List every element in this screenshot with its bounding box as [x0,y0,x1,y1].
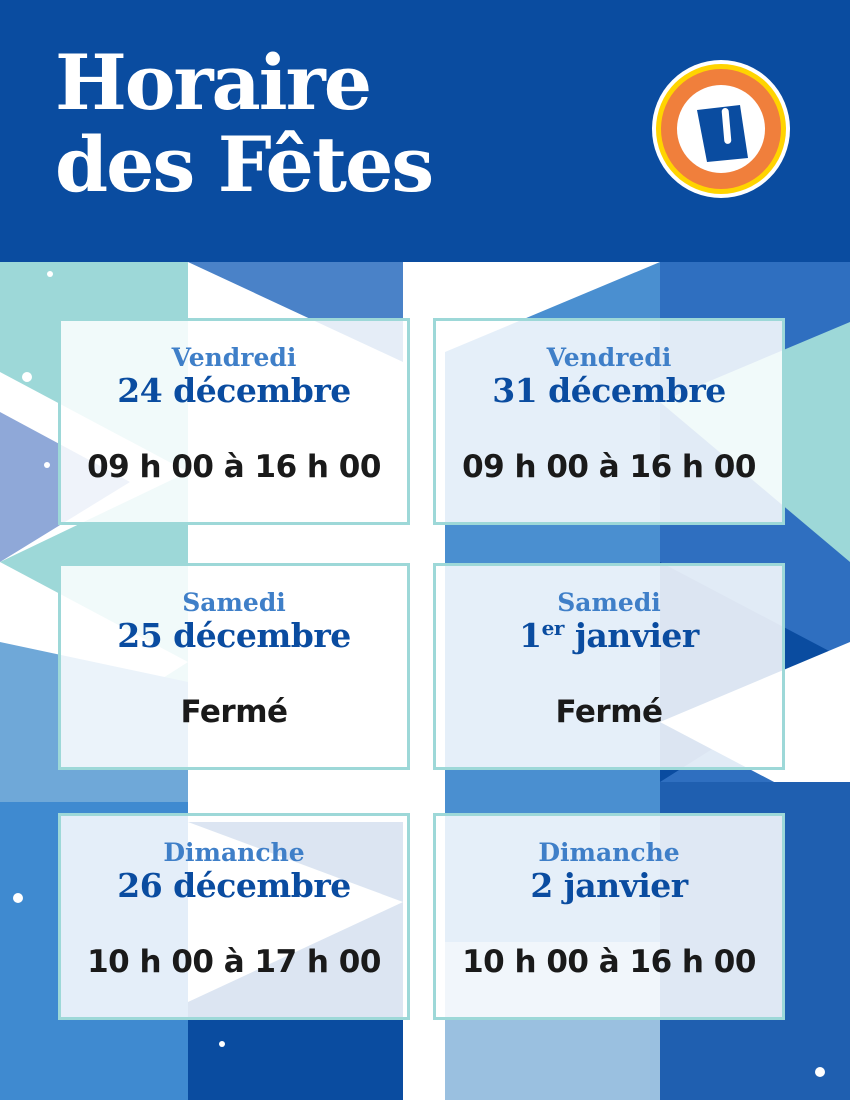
day-label: Vendredi [546,343,672,372]
title-line-2: des Fêtes [55,120,434,209]
hours-label: 09 h 00 à 16 h 00 [87,449,381,485]
date-label: 31 décembre [492,371,726,410]
date-month: janvier [563,616,699,655]
schedule-card-dec-31: Vendredi 31 décembre 09 h 00 à 16 h 00 [433,318,785,525]
day-label: Samedi [557,588,661,617]
date-label: 24 décembre [117,371,351,410]
date-label: 1er janvier [436,618,782,654]
day-label: Samedi [182,588,286,617]
schedule-card-dec-25: Samedi 25 décembre Fermé [58,563,410,770]
hours-label: 10 h 00 à 16 h 00 [462,944,756,980]
hours-label: Fermé [555,694,663,730]
date-label: 25 décembre [117,616,351,655]
header-banner: Horaire des Fêtes [0,0,850,262]
hours-label: 09 h 00 à 16 h 00 [462,449,756,485]
date-number: 1 [519,616,542,655]
schedule-card-dec-24: Vendredi 24 décembre 09 h 00 à 16 h 00 [58,318,410,525]
schedule-card-jan-1: Samedi 1er janvier Fermé [433,563,785,770]
schedule-card-dec-26: Dimanche 26 décembre 10 h 00 à 17 h 00 [58,813,410,1020]
title-line-1: Horaire [55,38,372,127]
date-label: 26 décembre [117,866,351,905]
day-label: Dimanche [538,838,680,867]
date-label: 2 janvier [530,866,688,905]
schedule-card-jan-2: Dimanche 2 janvier 10 h 00 à 16 h 00 [433,813,785,1020]
date-superscript: er [541,616,565,640]
brand-logo-icon [652,60,790,198]
hours-label: Fermé [180,694,288,730]
day-label: Vendredi [171,343,297,372]
hours-label: 10 h 00 à 17 h 00 [87,944,381,980]
day-label: Dimanche [163,838,305,867]
page-title: Horaire des Fêtes [55,42,434,209]
